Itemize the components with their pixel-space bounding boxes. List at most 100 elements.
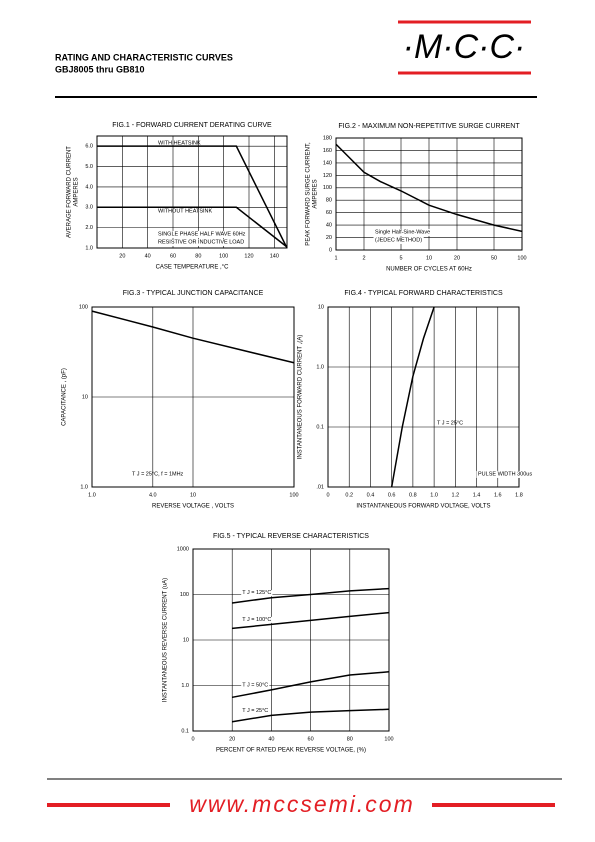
- y-axis-label: PEAK FORWARD SURGE CURRENT,: [306, 142, 312, 246]
- data-line: [97, 206, 288, 248]
- annotation: WITHOUT HEATSINK: [158, 208, 213, 214]
- y-tick-label: 140: [323, 160, 332, 166]
- chart-title: FIG.2 - MAXIMUM NON-REPETITIVE SURGE CUR…: [338, 123, 520, 130]
- x-tick-label: 20: [454, 255, 460, 261]
- x-tick-label: 140: [270, 253, 279, 259]
- y-tick-label: 100: [79, 304, 88, 310]
- y-tick-label: 0.1: [316, 424, 324, 430]
- y-tick-label: 1.0: [181, 683, 189, 689]
- y-tick-label: 60: [326, 210, 332, 216]
- x-tick-label: 2: [362, 255, 365, 261]
- part-range: GBJ8005 thru GB810: [55, 64, 145, 74]
- x-tick-label: 1.0: [430, 492, 438, 498]
- annotation-box: [476, 470, 534, 478]
- y-tick-label: 2.0: [85, 225, 93, 231]
- y-axis-label: INSTANTANEOUS FORWARD CURRENT ,(A): [298, 335, 304, 460]
- y-tick-label: 0.1: [181, 728, 189, 734]
- x-tick-label: 50: [491, 255, 497, 261]
- x-tick-label: 100: [219, 253, 228, 259]
- x-tick-label: 60: [170, 253, 176, 259]
- y-tick-label: 80: [326, 198, 332, 204]
- series-label-box: [241, 707, 270, 714]
- series-label: T J = 50°C: [242, 682, 268, 688]
- y-tick-label: 10: [183, 637, 189, 643]
- y-tick-label: 5.0: [85, 164, 93, 170]
- y-axis-label: AMPERES: [74, 177, 80, 206]
- annotation-box: [156, 230, 248, 238]
- annotation-box: [373, 236, 424, 244]
- data-line: [232, 671, 390, 699]
- annotation: T J = 25°C, f = 1MHz: [132, 471, 184, 477]
- x-axis-label: PERCENT OF RATED PEAK REVERSE VOLTAGE, (…: [216, 748, 366, 754]
- y-axis-label: AVERAGE FORWARD CURRENT: [67, 146, 73, 238]
- annotation: T J = 25°C: [437, 420, 463, 426]
- x-tick-label: 1.8: [515, 492, 523, 498]
- x-tick-label: 20: [119, 253, 125, 259]
- x-axis-label: CASE TEMPERATURE ,°C: [156, 265, 230, 271]
- x-tick-label: 60: [308, 736, 314, 742]
- annotation: Single Half-Sine-Wave: [375, 229, 430, 235]
- y-tick-label: 0: [329, 247, 332, 253]
- chart-title: FIG.4 - TYPICAL FORWARD CHARACTERISTICS: [344, 290, 503, 297]
- data-line: [232, 587, 390, 604]
- x-tick-label: 1.0: [88, 492, 96, 498]
- annotation: WITH HEATSINK: [158, 140, 201, 146]
- x-tick-label: 0.2: [345, 492, 353, 498]
- annotation-box: [156, 238, 246, 246]
- data-line: [232, 708, 390, 723]
- x-tick-label: 100: [289, 492, 298, 498]
- x-axis-label: NUMBER OF CYCLES AT 60Hz: [386, 267, 472, 273]
- chart-title: FIG.1 - FORWARD CURRENT DERATING CURVE: [112, 122, 272, 129]
- x-tick-label: 1.2: [452, 492, 460, 498]
- x-tick-label: 0: [191, 736, 194, 742]
- data-line: [390, 306, 435, 488]
- y-tick-label: 160: [323, 148, 332, 154]
- series-label-box: [241, 616, 273, 623]
- y-tick-label: 180: [323, 135, 332, 141]
- x-tick-label: 4.0: [149, 492, 157, 498]
- x-tick-label: 80: [347, 736, 353, 742]
- series-label: T J = 125°C: [242, 590, 271, 596]
- y-tick-label: 1.0: [80, 484, 88, 490]
- x-tick-label: 100: [384, 736, 393, 742]
- y-axis-label: AMPERES: [313, 179, 319, 208]
- y-tick-label: 10: [318, 304, 324, 310]
- x-tick-label: 0.8: [409, 492, 417, 498]
- x-tick-label: 10: [426, 255, 432, 261]
- x-tick-label: 0.6: [388, 492, 396, 498]
- x-tick-label: 40: [145, 253, 151, 259]
- y-tick-label: 1.0: [85, 245, 93, 251]
- data-line: [97, 145, 288, 249]
- x-tick-label: 40: [268, 736, 274, 742]
- y-tick-label: 10: [82, 394, 88, 400]
- x-tick-label: 0.4: [367, 492, 375, 498]
- y-tick-label: 40: [326, 223, 332, 229]
- series-label-box: [241, 590, 273, 597]
- website: www.mccsemi.com: [189, 791, 415, 817]
- annotation: (JEDEC METHOD): [375, 237, 422, 243]
- y-tick-label: 120: [323, 173, 332, 179]
- y-tick-label: 100: [180, 592, 189, 598]
- series-label: T J = 25°C: [242, 708, 268, 714]
- annotation: PULSE WIDTH 300us: [478, 471, 532, 477]
- chart-title: FIG.3 - TYPICAL JUNCTION CAPACITANCE: [123, 290, 264, 297]
- x-axis-label: INSTANTANEOUS FORWARD VOLTAGE, VOLTS: [356, 504, 490, 510]
- y-axis-label: CAPACITANCE , (pF): [62, 368, 68, 426]
- y-tick-label: 100: [323, 185, 332, 191]
- series-label-box: [241, 682, 270, 689]
- y-tick-label: 1.0: [316, 364, 324, 370]
- annotation: SINGLE PHASE HALF WAVE 60Hz: [158, 231, 246, 237]
- x-axis-label: REVERSE VOLTAGE , VOLTS: [152, 504, 234, 510]
- chart-title: FIG.5 - TYPICAL REVERSE CHARACTERISTICS: [213, 533, 369, 540]
- data-line: [335, 143, 523, 233]
- data-line: [232, 611, 390, 630]
- plot-frame: [327, 306, 520, 488]
- x-tick-label: 80: [195, 253, 201, 259]
- data-line: [91, 310, 295, 364]
- page-title: RATING AND CHARACTERISTIC CURVES: [55, 52, 233, 62]
- annotation: RESISTIVE OR INDUCTIVE LOAD: [158, 239, 244, 245]
- series-label: T J = 100°C: [242, 617, 271, 623]
- x-tick-label: 20: [229, 736, 235, 742]
